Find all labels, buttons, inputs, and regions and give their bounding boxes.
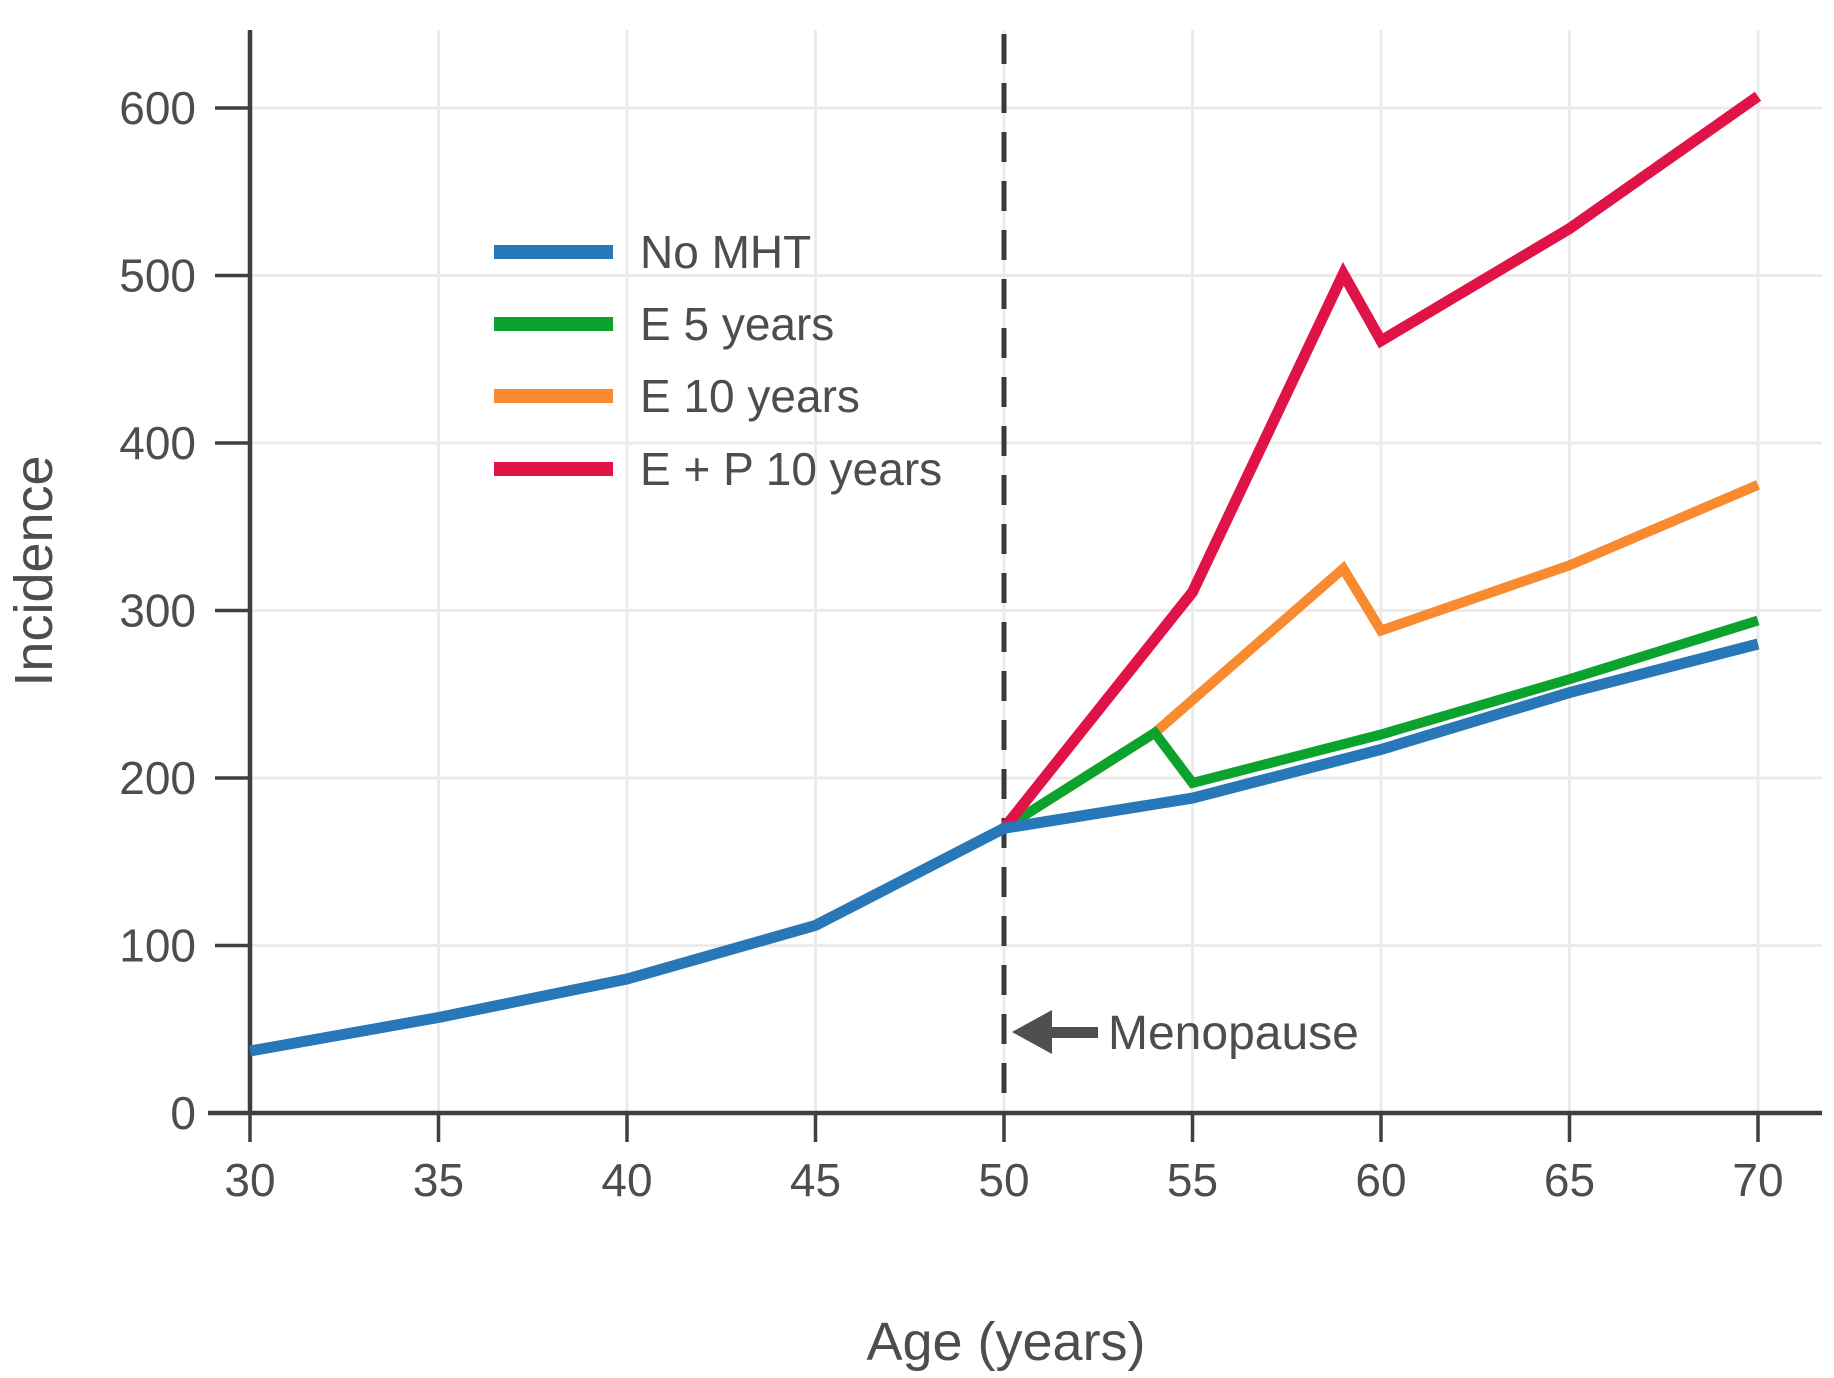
x-tick-label: 35 (413, 1154, 464, 1206)
left-arrow-icon (1012, 1010, 1098, 1054)
x-axis-title: Age (years) (866, 1312, 1145, 1372)
axes (208, 30, 1822, 1142)
legend-swatch-e_5_years (494, 317, 613, 331)
legend: No MHT E 5 years E 10 years E + P 10 years (494, 226, 942, 495)
legend-swatch-e_p_10_years (494, 462, 613, 476)
y-tick-label: 0 (170, 1087, 196, 1139)
x-tick-label: 30 (224, 1154, 275, 1206)
legend-label: No MHT (640, 226, 811, 278)
series-line-no_mht (249, 638, 1760, 1057)
y-axis-title: Incidence (4, 455, 64, 686)
legend-label: E + P 10 years (640, 443, 942, 495)
legend-label: E 5 years (640, 298, 834, 350)
y-tick-label: 300 (119, 585, 196, 637)
x-tick-label: 50 (978, 1154, 1029, 1206)
series-lines (249, 91, 1762, 1057)
series-line-e_p_10_years (999, 91, 1762, 832)
x-tick-label: 45 (790, 1154, 841, 1206)
y-tick-label: 400 (119, 417, 196, 469)
x-tick-label: 60 (1355, 1154, 1406, 1206)
legend-label: E 10 years (640, 370, 860, 422)
gridlines (250, 30, 1822, 1113)
y-tick-label: 200 (119, 752, 196, 804)
tick-labels: 0 100 200 300 400 500 600 30 35 40 45 50 55 60 65 70 (119, 82, 1783, 1206)
legend-swatch-e_10_years (494, 389, 613, 403)
series-line-e_5_years (1001, 615, 1760, 833)
y-tick-label: 500 (119, 250, 196, 302)
x-tick-label: 55 (1167, 1154, 1218, 1206)
x-tick-label: 40 (601, 1154, 652, 1206)
menopause-annotation: Menopause (1012, 1007, 1359, 1060)
menopause-label: Menopause (1108, 1007, 1359, 1060)
x-tick-label: 70 (1732, 1154, 1783, 1206)
x-tick-label: 65 (1544, 1154, 1595, 1206)
legend-swatch-no_mht (494, 245, 613, 259)
y-tick-label: 100 (119, 920, 196, 972)
y-tick-label: 600 (119, 82, 196, 134)
